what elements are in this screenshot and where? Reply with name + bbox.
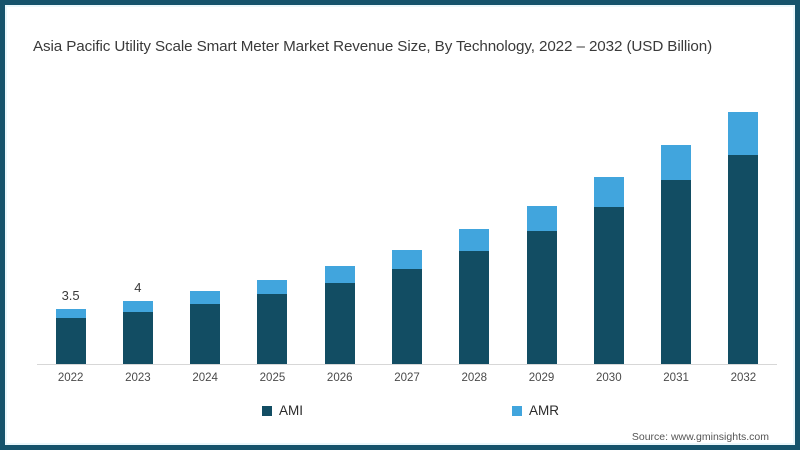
bar-segment-amr-2022 bbox=[55, 308, 86, 319]
bar-segment-ami-2025 bbox=[257, 294, 288, 364]
bar-segment-ami-2023 bbox=[122, 311, 153, 364]
x-tick-2028: 2028 bbox=[461, 372, 488, 384]
bar-value-label-2022: 3.5 bbox=[61, 287, 80, 303]
bar-segment-ami-2027 bbox=[392, 268, 422, 364]
bar-segment-ami-2026 bbox=[324, 283, 355, 364]
x-tick-2023: 2023 bbox=[125, 372, 151, 384]
x-tick-2024: 2024 bbox=[192, 372, 218, 384]
legend: AMI AMR bbox=[7, 403, 800, 425]
legend-label-ami: AMI bbox=[279, 403, 304, 418]
x-tick-2031: 2031 bbox=[663, 372, 689, 384]
x-tick-2032: 2032 bbox=[730, 372, 757, 384]
bar-2029 bbox=[526, 205, 557, 364]
bar-2032 bbox=[728, 112, 759, 364]
bar-2031 bbox=[661, 145, 692, 364]
legend-item-ami[interactable]: AMI bbox=[262, 403, 303, 418]
bar-segment-amr-2029 bbox=[526, 205, 557, 231]
legend-item-amr[interactable]: AMR bbox=[512, 403, 559, 418]
bar-segment-ami-2031 bbox=[661, 180, 692, 364]
x-tick-2026: 2026 bbox=[326, 372, 353, 384]
x-tick-2027: 2027 bbox=[394, 372, 420, 384]
bar-2022 bbox=[55, 308, 86, 364]
bar-segment-ami-2032 bbox=[728, 154, 759, 364]
bar-segment-amr-2023 bbox=[122, 300, 153, 312]
bar-segment-amr-2032 bbox=[728, 112, 759, 155]
bar-2025 bbox=[257, 280, 288, 364]
legend-label-amr: AMR bbox=[529, 403, 559, 418]
bar-2026 bbox=[324, 265, 355, 364]
page-title: Asia Pacific Utility Scale Smart Meter M… bbox=[33, 38, 713, 55]
legend-swatch-amr-icon bbox=[512, 405, 522, 416]
bar-segment-amr-2025 bbox=[257, 280, 288, 295]
bar-2023 bbox=[122, 300, 153, 364]
bar-segment-ami-2024 bbox=[190, 303, 221, 364]
bar-segment-ami-2030 bbox=[593, 207, 624, 364]
bar-2030 bbox=[593, 176, 624, 364]
bar-segment-ami-2029 bbox=[526, 230, 557, 364]
x-tick-2022: 2022 bbox=[57, 372, 84, 384]
bar-segment-amr-2028 bbox=[459, 229, 490, 252]
x-axis-line bbox=[37, 364, 777, 365]
legend-swatch-ami-icon bbox=[262, 405, 272, 416]
bar-2024 bbox=[190, 291, 221, 364]
plot-area: 3.5 4 bbox=[37, 87, 777, 365]
bar-segment-amr-2026 bbox=[324, 265, 355, 284]
bar-2028 bbox=[459, 229, 490, 364]
source-attribution: Source: www.gminsights.com bbox=[631, 431, 769, 443]
bar-segment-amr-2027 bbox=[392, 249, 422, 269]
bar-segment-amr-2031 bbox=[661, 145, 692, 181]
bar-value-label-2023: 4 bbox=[134, 279, 142, 295]
bar-2027 bbox=[392, 249, 422, 364]
bar-segment-ami-2022 bbox=[55, 318, 86, 364]
x-tick-2029: 2029 bbox=[528, 372, 555, 384]
bar-segment-amr-2024 bbox=[190, 291, 221, 304]
x-tick-2025: 2025 bbox=[259, 372, 286, 384]
bar-segment-amr-2030 bbox=[593, 176, 624, 208]
x-tick-2030: 2030 bbox=[596, 372, 622, 384]
chart-inner-border: Asia Pacific Utility Scale Smart Meter M… bbox=[5, 5, 795, 445]
bar-segment-ami-2028 bbox=[459, 251, 490, 364]
